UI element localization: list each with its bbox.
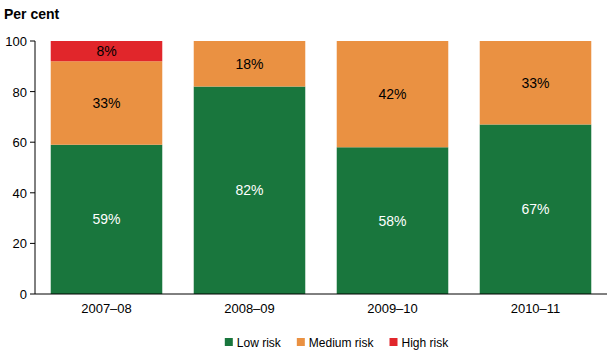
bar-segment — [51, 41, 163, 61]
y-tick-label: 60 — [13, 135, 27, 150]
data-label: 8% — [96, 43, 116, 59]
data-label: 33% — [521, 75, 549, 91]
bar-segment — [194, 87, 306, 294]
y-tick — [30, 192, 35, 193]
bar-segment — [337, 41, 449, 147]
y-tick — [30, 142, 35, 143]
data-label: 58% — [378, 213, 406, 229]
x-tick-label: 2007–08 — [81, 301, 132, 316]
bar-segment — [480, 41, 592, 124]
legend-swatch — [225, 338, 233, 346]
bar-segment — [480, 124, 592, 294]
bars — [51, 41, 592, 294]
legend-label: Low risk — [237, 336, 282, 350]
y-tick — [30, 294, 35, 295]
legend-label: High risk — [402, 336, 450, 350]
data-label: 33% — [92, 95, 120, 111]
legend-label: Medium risk — [309, 336, 375, 350]
y-axis-label: Per cent — [4, 6, 60, 22]
legend-swatch — [297, 338, 305, 346]
y-tick-label: 40 — [13, 186, 27, 201]
y-tick-label: 80 — [13, 85, 27, 100]
legend-swatch — [390, 338, 398, 346]
data-label: 59% — [92, 211, 120, 227]
y-tick-label: 0 — [20, 287, 27, 302]
x-axis — [35, 294, 607, 295]
x-tick-label: 2008–09 — [224, 301, 275, 316]
y-tick — [30, 91, 35, 92]
y-tick — [30, 41, 35, 42]
x-tick-label: 2010–11 — [511, 301, 561, 316]
data-label: 42% — [378, 86, 406, 102]
data-label: 82% — [235, 182, 263, 198]
data-label: 67% — [521, 201, 549, 217]
bar-segment — [337, 147, 449, 294]
chart: Per cent 0 20 40 60 80 100 59% 82% 58% 67% 33% 18% 42… — [0, 0, 613, 358]
bar-segment — [194, 41, 306, 87]
y-tick-label: 20 — [13, 236, 27, 251]
y-tick — [30, 243, 35, 244]
y-tick-label: 100 — [5, 34, 27, 49]
data-label: 18% — [235, 56, 263, 72]
y-axis — [35, 41, 36, 294]
bar-segment — [51, 145, 163, 294]
legend: Low risk Medium risk High risk — [225, 336, 449, 350]
x-tick-label: 2009–10 — [367, 301, 418, 316]
bar-segment — [51, 61, 163, 144]
